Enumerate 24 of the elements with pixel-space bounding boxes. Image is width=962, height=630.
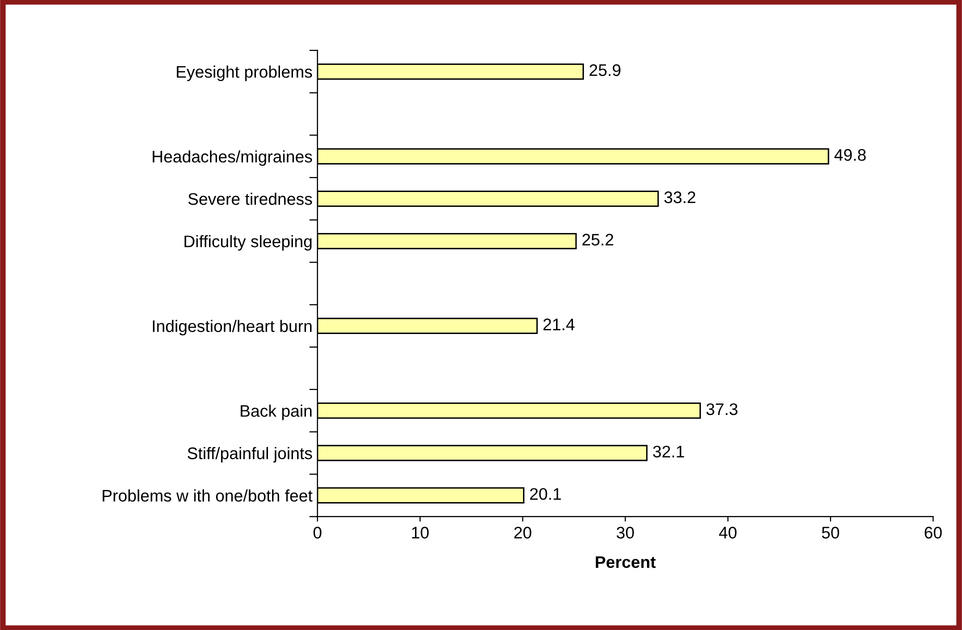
y-tick-label: Back pain xyxy=(240,404,312,420)
x-tick-label: 20 xyxy=(514,526,532,539)
x-tick-label: 50 xyxy=(822,526,840,539)
x-tick-label: 30 xyxy=(616,526,634,539)
y-tick-label: Eyesight problems xyxy=(176,66,312,82)
data-label: 33.2 xyxy=(664,191,696,204)
x-tick-label: 60 xyxy=(924,526,942,539)
data-label: 20.1 xyxy=(530,488,561,500)
data-label: 32.1 xyxy=(653,446,684,458)
data-label: 25.2 xyxy=(582,234,614,246)
x-tick-label: 10 xyxy=(412,526,429,539)
y-tick-label: Problems w ith one/both feet xyxy=(102,489,312,502)
data-label: 25.9 xyxy=(590,64,620,76)
y-tick-label: Indigestion/heart burn xyxy=(152,320,312,336)
y-tick-label: Severe tiredness xyxy=(188,192,312,205)
x-axis-title: Percent xyxy=(596,556,656,568)
data-label: 49.8 xyxy=(834,149,866,161)
y-tick-label: Difficulty sleeping xyxy=(184,235,312,251)
data-label: 37.3 xyxy=(706,403,738,416)
y-tick-label: Headaches/migraines xyxy=(152,150,312,166)
y-tick-label: Stiff/painful joints xyxy=(188,446,312,463)
x-tick-label: 0 xyxy=(313,526,322,539)
data-label: 21.4 xyxy=(543,318,575,330)
x-tick-label: 40 xyxy=(719,526,737,539)
